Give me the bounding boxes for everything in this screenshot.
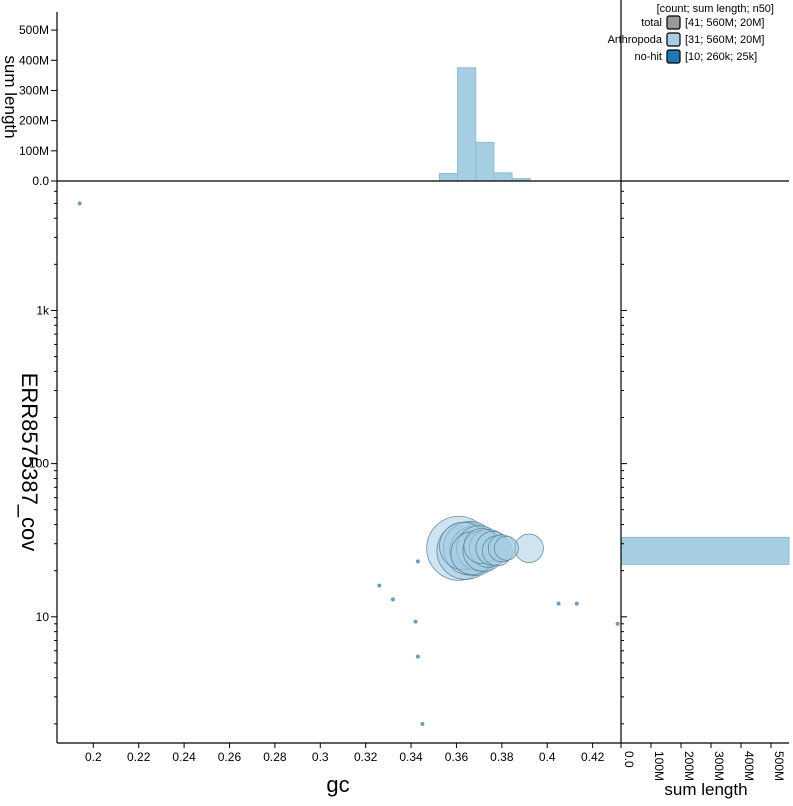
scatter-point-no-hit-7 [556, 601, 561, 606]
x-tick-label-10: 0.4 [539, 750, 556, 764]
legend-header: [count; sum length; n50] [657, 3, 774, 15]
legend-label-total: total [641, 17, 662, 29]
legend-entry-arthropoda: Arthropoda [31; 560M; 20M] [608, 32, 765, 47]
top-hist-bar-3 [493, 172, 513, 182]
legend-swatch-no-hit [666, 49, 681, 64]
x-tick-label-4: 0.28 [263, 750, 287, 764]
scatter-point-no-hit-8 [574, 601, 579, 606]
y-axis-title: ERR8575387_cov [17, 373, 42, 552]
legend-swatch-total [666, 15, 681, 30]
right-hist-x-tick-label-2: 200M [682, 751, 696, 781]
scatter-point-no-hit-1 [415, 559, 420, 564]
top-hist-y-tick-label-3: 300M [19, 83, 49, 97]
x-tick-label-5: 0.3 [312, 750, 329, 764]
legend-stats-arthropoda: [31; 560M; 20M] [685, 34, 765, 46]
y-tick-label-2: 1k [36, 303, 50, 317]
scatter-point-arthropoda-10 [494, 535, 519, 561]
scatter-point-no-hit-4 [413, 619, 418, 624]
right-hist-x-tick-label-4: 400M [742, 751, 756, 781]
x-tick-label-2: 0.24 [172, 750, 196, 764]
top-hist-bar-2 [475, 141, 495, 182]
legend-stats-total: [41; 560M; 20M] [685, 17, 765, 29]
top-hist-y-tick-label-2: 200M [19, 114, 49, 128]
legend-label-arthropoda: Arthropoda [608, 34, 663, 46]
top-hist-bar-1 [457, 67, 477, 182]
right-hist-x-tick-label-5: 500M [772, 751, 786, 781]
right-hist-x-tick-label-1: 100M [652, 751, 666, 781]
scatter-point-arthropoda-11 [514, 533, 544, 563]
y-tick-label-1: 100 [29, 457, 49, 471]
scatter-point-no-hit-0 [77, 201, 82, 206]
x-tick-label-9: 0.38 [490, 750, 514, 764]
top-histogram [438, 67, 531, 182]
x-tick-label-1: 0.22 [127, 750, 151, 764]
x-tick-label-8: 0.36 [445, 750, 469, 764]
top-hist-y-tick-label-1: 100M [19, 144, 49, 158]
scatter-point-no-hit-5 [415, 654, 420, 659]
x-tick-label-3: 0.26 [218, 750, 242, 764]
right-hist-bar-0 [620, 536, 790, 565]
right-hist-x-title: sum length [664, 780, 747, 799]
x-tick-label-7: 0.34 [399, 750, 423, 764]
x-tick-label-6: 0.32 [354, 750, 378, 764]
scatter-point-no-hit-6 [420, 721, 425, 726]
legend-label-no-hit: no-hit [634, 51, 662, 63]
axes: 0.2 0.22 0.24 0.26 0.28 0.3 0.32 0.34 0.36 0.38 0.… [19, 0, 789, 781]
top-hist-y-tick-label-5: 500M [19, 23, 49, 37]
scatter-point-no-hit-9 [615, 621, 620, 626]
right-hist-x-tick-label-3: 300M [712, 751, 726, 781]
legend-entry-total: total [41; 560M; 20M] [641, 15, 765, 30]
x-tick-label-0: 0.2 [85, 750, 102, 764]
top-hist-y-title: sum length [1, 55, 20, 138]
x-axis-title: gc [326, 772, 349, 797]
top-hist-bar-0 [438, 172, 459, 182]
top-hist-y-tick-label-0: 0.0 [32, 174, 49, 188]
right-hist-x-tick-label-0: 0.0 [622, 751, 636, 768]
right-histogram [620, 536, 790, 565]
legend-entry-no-hit: no-hit [10; 260k; 25k] [634, 49, 757, 64]
y-tick-label-0: 10 [36, 610, 50, 624]
top-hist-y-tick-label-4: 400M [19, 53, 49, 67]
legend-stats-no-hit: [10; 260k; 25k] [685, 51, 757, 63]
main-scatter-plot [77, 201, 620, 726]
x-tick-label-11: 0.42 [581, 750, 605, 764]
legend: [count; sum length; n50] total [41; 560M… [608, 3, 774, 64]
scatter-point-no-hit-2 [377, 583, 382, 588]
legend-swatch-arthropoda [666, 32, 681, 47]
scatter-point-no-hit-3 [390, 597, 395, 602]
